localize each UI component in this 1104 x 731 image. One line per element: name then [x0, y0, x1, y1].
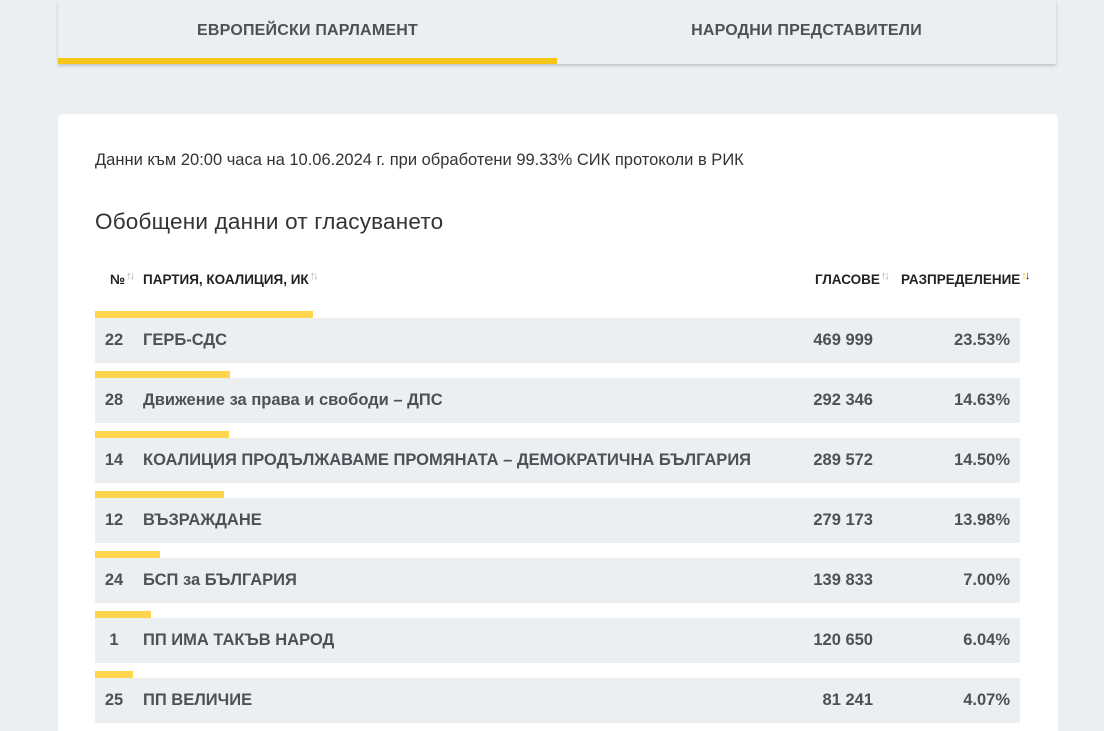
tab-national-assembly[interactable]: НАРОДНИ ПРЕДСТАВИТЕЛИ [691, 22, 922, 39]
vote-count: 139 833 [813, 571, 873, 589]
share-bar [95, 311, 313, 318]
vote-share: 14.63% [954, 391, 1010, 409]
vote-count: 292 346 [813, 391, 873, 409]
column-header-votes[interactable]: ГЛАСОВЕ ↑↓ [815, 269, 890, 288]
party-name: ВЪЗРАЖДАНЕ [143, 511, 262, 529]
table-row[interactable]: 1 ПП ИМА ТАКЪВ НАРОД 120 650 6.04% [95, 611, 1020, 663]
share-bar [95, 371, 230, 378]
table-row[interactable]: 22 ГЕРБ-СДС 469 999 23.53% [95, 311, 1020, 363]
vote-count: 279 173 [813, 511, 873, 529]
party-number: 24 [104, 571, 124, 589]
party-name: Движение за права и свободи – ДПС [143, 391, 443, 409]
table-header: № ↑↓ ПАРТИЯ, КОАЛИЦИЯ, ИК ↑↓ ГЛАСОВЕ ↑↓ … [95, 269, 1030, 292]
vote-count: 289 572 [813, 451, 873, 469]
vote-share: 14.50% [954, 451, 1010, 469]
section-heading: Обобщени данни от гласуването [95, 209, 444, 234]
vote-share: 7.00% [963, 571, 1010, 589]
share-bar [95, 671, 133, 678]
vote-share: 4.07% [963, 691, 1010, 709]
vote-share: 13.98% [954, 511, 1010, 529]
results-card: Данни към 20:00 часа на 10.06.2024 г. пр… [58, 114, 1058, 731]
party-number: 12 [104, 511, 124, 529]
sort-desc-icon: ↑↓ [1021, 269, 1030, 282]
party-name: ПП ВЕЛИЧИЕ [143, 691, 253, 709]
vote-share: 23.53% [954, 331, 1010, 349]
column-header-share[interactable]: РАЗПРЕДЕЛЕНИЕ ↑↓ [901, 269, 1030, 288]
party-number: 14 [104, 451, 124, 469]
vote-count: 120 650 [813, 631, 873, 649]
vote-count: 81 241 [822, 691, 873, 709]
party-name: ГЕРБ-СДС [143, 331, 228, 349]
party-number: 28 [104, 391, 124, 409]
share-bar [95, 491, 224, 498]
sort-icon: ↑↓ [309, 269, 319, 282]
data-status-text: Данни към 20:00 часа на 10.06.2024 г. пр… [95, 151, 744, 169]
sort-icon: ↑↓ [880, 269, 890, 282]
party-name: БСП за БЪЛГАРИЯ [143, 571, 297, 589]
party-number: 25 [104, 691, 124, 709]
vote-share: 6.04% [963, 631, 1010, 649]
party-number: 22 [104, 331, 124, 349]
column-header-party[interactable]: ПАРТИЯ, КОАЛИЦИЯ, ИК ↑↓ [143, 269, 319, 288]
column-header-number[interactable]: № ↑↓ [110, 269, 135, 288]
election-tabs: ЕВРОПЕЙСКИ ПАРЛАМЕНТ НАРОДНИ ПРЕДСТАВИТЕ… [58, 0, 1056, 64]
party-name: ПП ИМА ТАКЪВ НАРОД [143, 631, 335, 649]
table-row[interactable]: 14 КОАЛИЦИЯ ПРОДЪЛЖАВАМЕ ПРОМЯНАТА – ДЕМО… [95, 431, 1020, 483]
sort-icon: ↑↓ [126, 269, 135, 282]
table-row[interactable]: 28 Движение за права и свободи – ДПС 292 3… [95, 371, 1020, 423]
share-bar [95, 431, 229, 438]
party-number: 1 [109, 631, 119, 649]
vote-count: 469 999 [813, 331, 873, 349]
table-row[interactable]: 12 ВЪЗРАЖДАНЕ 279 173 13.98% [95, 491, 1020, 543]
party-name: КОАЛИЦИЯ ПРОДЪЛЖАВАМЕ ПРОМЯНАТА – ДЕМОКР… [143, 451, 752, 469]
table-row[interactable]: 25 ПП ВЕЛИЧИЕ 81 241 4.07% [95, 671, 1020, 723]
share-bar [95, 611, 151, 618]
share-bar [95, 551, 160, 558]
tab-european-parliament[interactable]: ЕВРОПЕЙСКИ ПАРЛАМЕНТ [58, 0, 557, 64]
table-row[interactable]: 24 БСП за БЪЛГАРИЯ 139 833 7.00% [95, 551, 1020, 603]
